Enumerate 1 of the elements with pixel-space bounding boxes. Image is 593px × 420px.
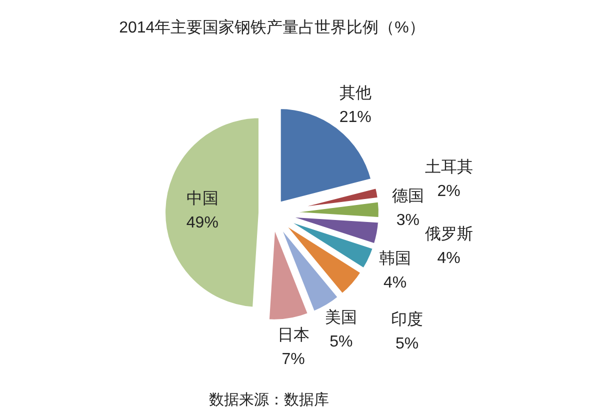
title: 2014年主要国家钢铁产量占世界比例（%） bbox=[119, 20, 425, 36]
